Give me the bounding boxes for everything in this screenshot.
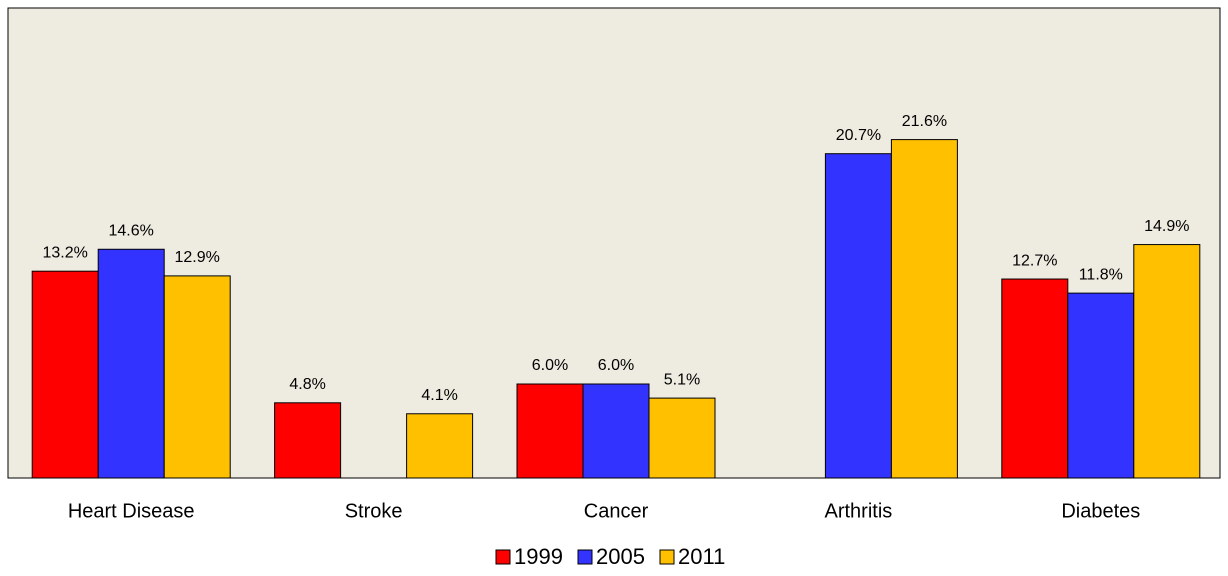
bar bbox=[163, 275, 231, 479]
bar bbox=[1067, 292, 1135, 479]
data-label: 4.1% bbox=[421, 387, 457, 404]
bar bbox=[824, 153, 892, 479]
x-tick-label: Diabetes bbox=[1061, 500, 1140, 522]
data-label: 6.0% bbox=[532, 357, 568, 374]
bar bbox=[516, 383, 584, 479]
x-tick-label: Stroke bbox=[345, 500, 403, 522]
legend-label: 2005 bbox=[596, 544, 645, 569]
data-label: 14.6% bbox=[109, 222, 154, 239]
data-label: 13.2% bbox=[43, 244, 88, 261]
x-tick-label: Heart Disease bbox=[68, 500, 195, 522]
x-tick-label: Cancer bbox=[584, 500, 649, 522]
data-label: 6.0% bbox=[598, 357, 634, 374]
data-label: 5.1% bbox=[664, 371, 700, 388]
bar bbox=[31, 270, 99, 479]
bar bbox=[406, 413, 474, 479]
bar bbox=[890, 139, 958, 479]
legend-swatch bbox=[495, 549, 511, 565]
data-label: 12.7% bbox=[1012, 252, 1057, 269]
bar bbox=[648, 397, 716, 479]
legend-label: 1999 bbox=[514, 544, 563, 569]
bar bbox=[582, 383, 650, 479]
data-label: 12.9% bbox=[175, 249, 220, 266]
bar bbox=[274, 402, 342, 479]
x-tick-label: Arthritis bbox=[825, 500, 893, 522]
data-label: 20.7% bbox=[836, 127, 881, 144]
legend-swatch bbox=[659, 549, 675, 565]
legend-swatch bbox=[577, 549, 593, 565]
bar bbox=[1001, 278, 1069, 479]
data-label: 11.8% bbox=[1079, 266, 1123, 283]
data-label: 4.8% bbox=[289, 376, 325, 393]
data-label: 14.9% bbox=[1144, 218, 1189, 235]
bar bbox=[97, 248, 165, 479]
bar bbox=[1133, 244, 1201, 479]
legend-label: 2011 bbox=[678, 544, 725, 569]
data-label: 21.6% bbox=[902, 113, 947, 130]
